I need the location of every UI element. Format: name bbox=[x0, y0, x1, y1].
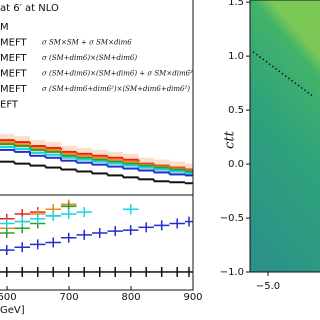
ratio-point bbox=[184, 266, 193, 277]
ratio-point bbox=[60, 209, 77, 219]
legend-formula: σ SM×SM + σ SM×dim6 bbox=[42, 39, 132, 47]
ratio-point bbox=[76, 229, 92, 240]
y-tick-label: 0.5 bbox=[228, 105, 244, 116]
ratio-point bbox=[0, 228, 15, 238]
ratio-point bbox=[153, 220, 170, 231]
ratio-point bbox=[76, 266, 92, 277]
x-tick-label: −5.0 bbox=[256, 281, 280, 292]
x-tick-label: 600 bbox=[0, 292, 17, 303]
chart-title: at 6′ at NLO bbox=[0, 3, 59, 14]
legend-label: EFT bbox=[0, 100, 19, 111]
ratio-point bbox=[45, 266, 61, 277]
ratio-point bbox=[169, 266, 185, 277]
x-axis-label: GeV] bbox=[0, 305, 25, 316]
ratio-point bbox=[122, 225, 139, 236]
ratio-point bbox=[184, 216, 193, 227]
y-tick-label: −1.0 bbox=[220, 267, 244, 278]
x-tick-label: 900 bbox=[183, 292, 202, 303]
x-tick-label: 800 bbox=[121, 292, 140, 303]
y-tick-label: 0.0 bbox=[228, 159, 244, 170]
y-tick-label: 1.0 bbox=[228, 51, 244, 62]
ratio-point bbox=[14, 216, 30, 227]
contour-line bbox=[252, 51, 313, 97]
ratio-point bbox=[169, 218, 185, 229]
ratio-point bbox=[45, 237, 61, 248]
legend-formula: σ (SM+dim6+dim6²)×(SM+dim6+dim6²) bbox=[42, 85, 190, 93]
legend-label: MEFT bbox=[0, 69, 28, 80]
ratio-point bbox=[29, 213, 46, 224]
ratio-point bbox=[153, 266, 170, 277]
heatmap-area bbox=[250, 0, 320, 272]
ratio-point bbox=[91, 228, 108, 238]
ratio-point bbox=[107, 226, 123, 237]
legend-formula: σ (SM+dim6)×(SM+dim6) + σ SM×dim6² bbox=[42, 70, 193, 78]
ratio-point bbox=[138, 222, 154, 233]
ratio-point bbox=[122, 204, 139, 215]
ratio-point bbox=[45, 210, 61, 221]
legend-label: MEFT bbox=[0, 84, 28, 95]
plot-frame bbox=[0, 0, 194, 291]
y-axis-label: ctt bbox=[223, 130, 238, 149]
x-tick-label: 700 bbox=[59, 292, 78, 303]
legend-label: MEFT bbox=[0, 53, 28, 64]
ratio-point bbox=[76, 207, 92, 218]
ratio-point bbox=[107, 266, 123, 277]
legend-label: M bbox=[0, 22, 9, 33]
ratio-point bbox=[122, 266, 139, 277]
legend-label: MEFT bbox=[0, 38, 28, 49]
ratio-point bbox=[60, 266, 77, 277]
ratio-point bbox=[14, 242, 30, 253]
plot-frame bbox=[249, 0, 320, 273]
ratio-point bbox=[0, 218, 15, 229]
ratio-point bbox=[29, 266, 46, 277]
y-tick-label: −0.5 bbox=[220, 213, 244, 224]
legend-formula: σ (SM+dim6)×(SM+dim6) bbox=[42, 54, 137, 62]
ratio-point bbox=[0, 266, 15, 277]
ratio-point bbox=[138, 266, 154, 277]
ratio-point bbox=[60, 232, 77, 243]
ratio-point bbox=[91, 266, 108, 277]
y-tick-label: 1.5 bbox=[228, 0, 244, 8]
ratio-point bbox=[14, 266, 30, 277]
ratio-point bbox=[0, 245, 15, 256]
ratio-point bbox=[29, 239, 46, 250]
